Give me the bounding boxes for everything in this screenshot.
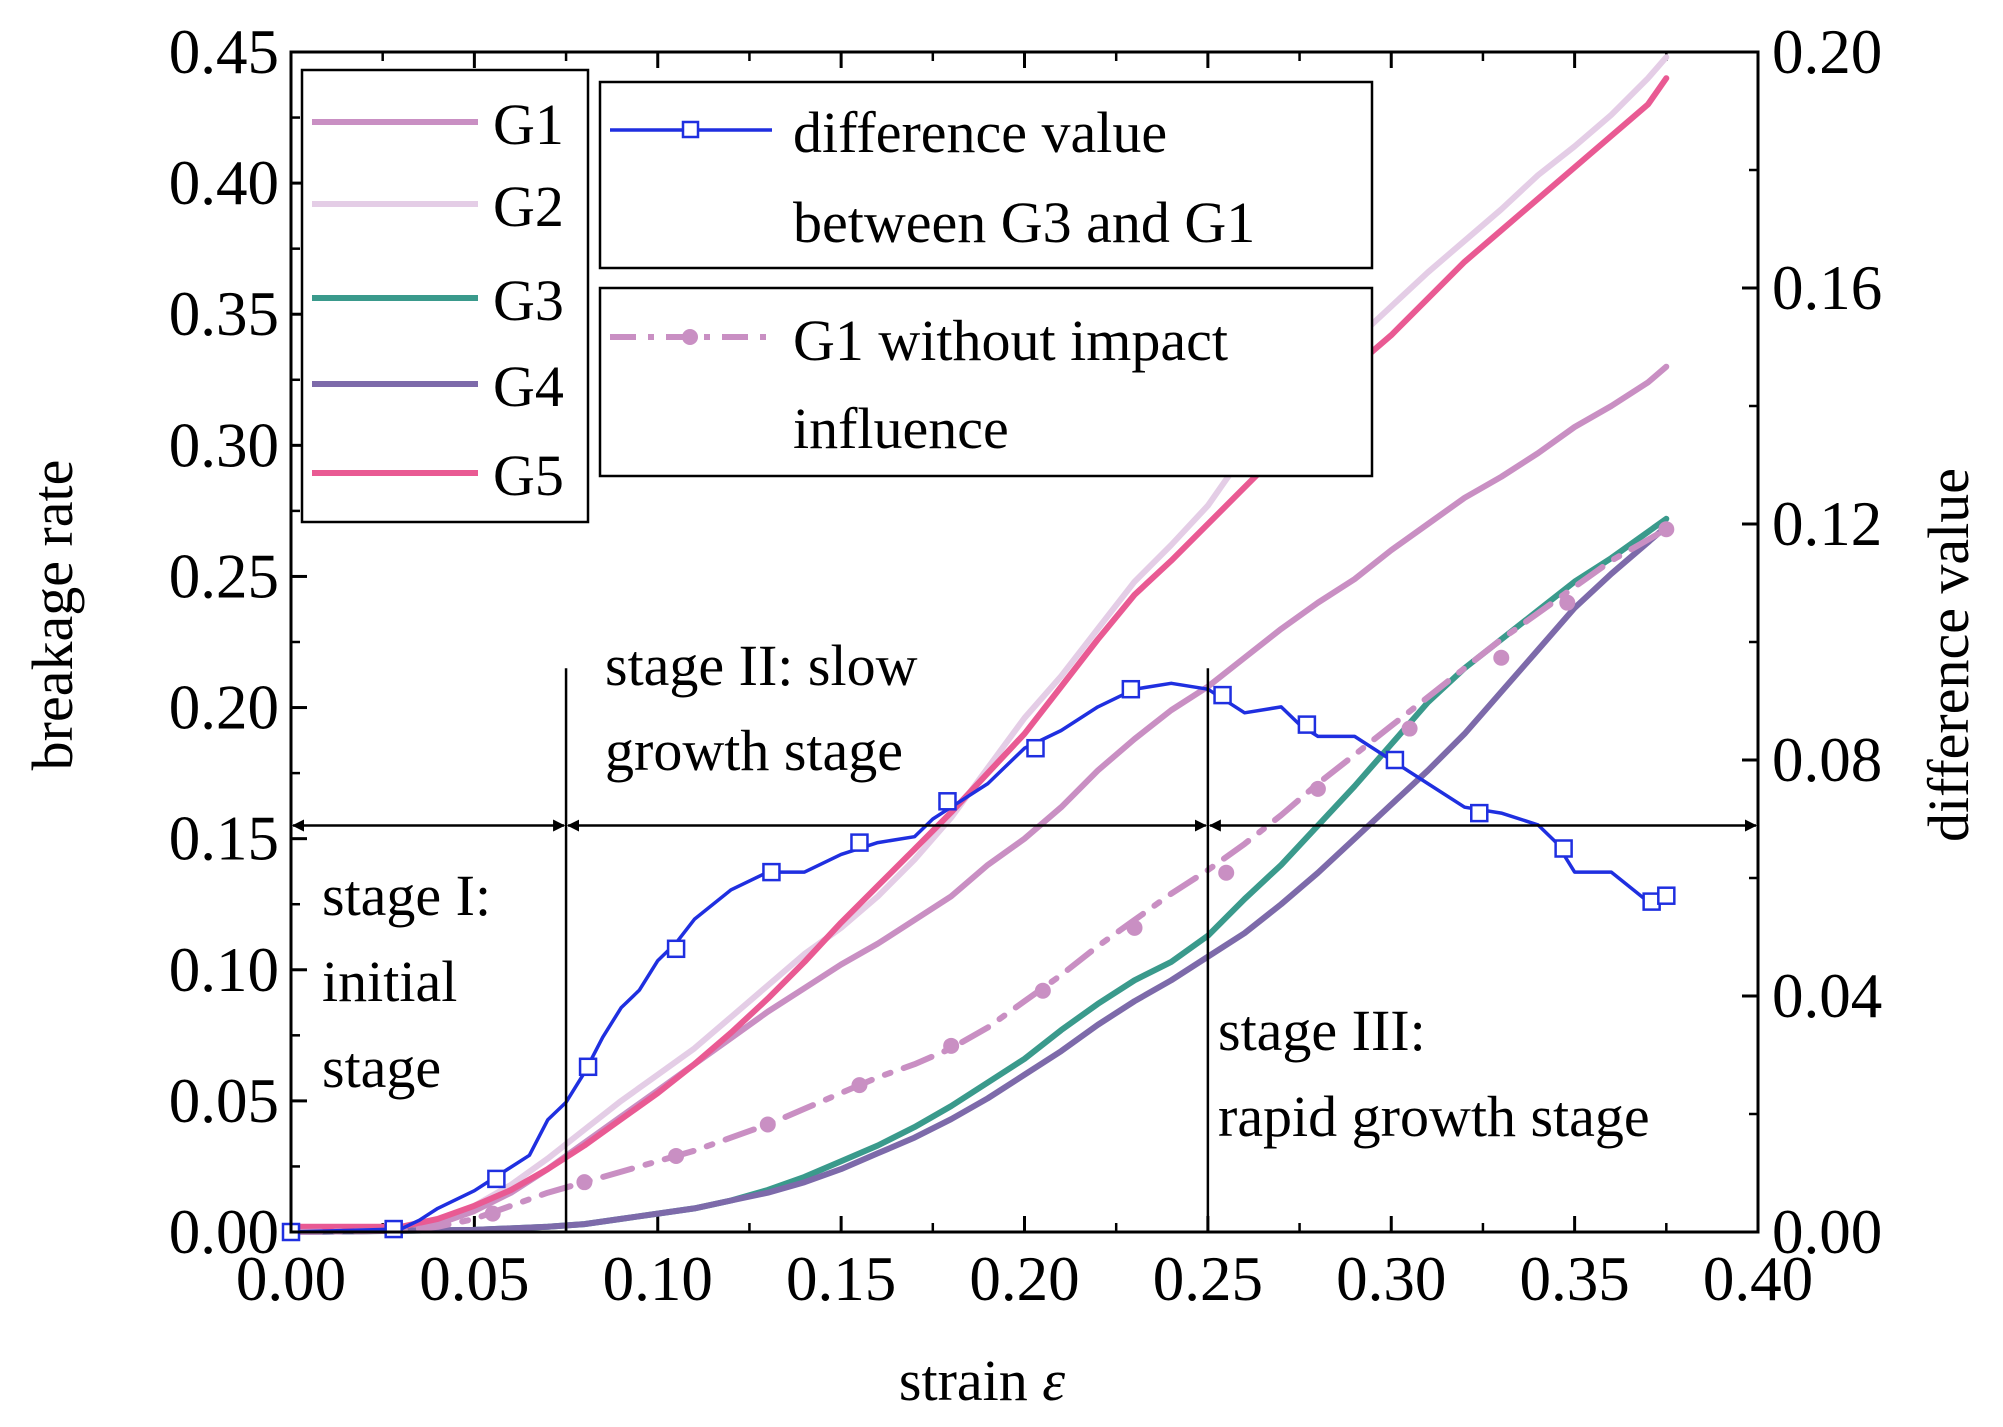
legend-label-g1-without-impact-line2: influence	[793, 396, 1009, 461]
x-tick-label: 0.20	[969, 1244, 1079, 1314]
marker-g1-without-impact-influence	[1559, 594, 1576, 611]
legend-label-difference-line1: difference value	[793, 100, 1167, 165]
legend-label-g1-without-impact-line1: G1 without impact	[793, 308, 1228, 373]
marker-g1-without-impact-influence	[943, 1037, 960, 1054]
marker-g1-without-impact-influence	[1218, 864, 1235, 881]
marker-difference-value-between-g3-and-g1	[487, 1169, 506, 1189]
marker-g1-without-impact-influence	[668, 1147, 685, 1164]
y-right-tick-label: 0.00	[1772, 1197, 1882, 1267]
x-tick-label: 0.30	[1336, 1244, 1446, 1314]
y-left-tick-label: 0.00	[169, 1197, 279, 1267]
epsilon-symbol: ε	[1042, 1348, 1065, 1413]
marker-g1-without-impact-influence	[576, 1174, 593, 1191]
stage1-line3: stage	[322, 1035, 441, 1100]
x-axis-title-text: strain	[899, 1348, 1042, 1413]
stage3-annotation: stage III: rapid growth stage	[1218, 998, 1650, 1149]
marker-difference-value-between-g3-and-g1	[1297, 715, 1317, 734]
legend-label-g1: G1	[493, 92, 564, 157]
marker-g1-without-impact-influence	[851, 1077, 868, 1094]
legend-difference: difference value between G3 and G1	[598, 80, 1374, 270]
legend-marker-g1-without-impact	[682, 329, 698, 345]
y-left-tick-label: 0.05	[169, 1066, 279, 1136]
axis-ticks: 0.00 0.05 0.10 0.15 0.20 0.25 0.30 0.35 0.400.00…	[169, 17, 1883, 1314]
marker-difference-value-between-g3-and-g1	[384, 1219, 403, 1239]
marker-difference-value-between-g3-and-g1	[762, 862, 781, 882]
y-left-axis-title: breakage rate	[20, 460, 85, 771]
series-line-difference-value-between-g3-and-g1	[289, 681, 1669, 1234]
marker-g1-without-impact-influence	[1401, 720, 1418, 737]
x-tick-label: 0.00	[236, 1244, 346, 1314]
series-line-g5	[288, 75, 1670, 1230]
marker-difference-value-between-g3-and-g1	[578, 1057, 598, 1077]
y-right-tick-label: 0.20	[1772, 17, 1882, 87]
y-left-tick-label: 0.15	[169, 804, 279, 874]
plot-frame	[289, 50, 1760, 1234]
y-left-tick-label: 0.45	[169, 17, 279, 87]
marker-g1-without-impact-influence	[759, 1116, 776, 1133]
legend-label-g5: G5	[493, 443, 564, 508]
stage-annotations: stage I: initial stage stage II: slow gr…	[292, 633, 1757, 1232]
y-left-tick-label: 0.20	[169, 673, 279, 743]
x-tick-label: 0.05	[419, 1244, 529, 1314]
legend-marker-difference	[681, 120, 700, 139]
y-right-tick-label: 0.08	[1772, 725, 1882, 795]
y-right-axis-title: difference value	[1916, 468, 1981, 842]
legend-label-g2: G2	[493, 174, 564, 239]
x-tick-label: 0.10	[603, 1244, 713, 1314]
marker-g1-without-impact-influence	[1493, 649, 1510, 666]
marker-difference-value-between-g3-and-g1	[1470, 803, 1489, 823]
marker-difference-value-between-g3-and-g1	[1026, 738, 1045, 758]
y-left-tick-label: 0.35	[169, 279, 279, 349]
marker-g1-without-impact-influence	[484, 1205, 501, 1222]
stage1-annotation: stage I: initial stage	[322, 863, 506, 1100]
stage1-line1: stage I:	[322, 863, 491, 928]
legend-g1-without-impact: G1 without impact influence	[598, 286, 1374, 478]
series-lines	[288, 54, 1670, 1235]
y-right-tick-label: 0.04	[1772, 961, 1882, 1031]
x-tick-label: 0.35	[1520, 1244, 1630, 1314]
y-left-tick-label: 0.40	[169, 148, 279, 218]
marker-difference-value-between-g3-and-g1	[1657, 886, 1676, 905]
stage2-line1: stage II: slow	[605, 633, 918, 698]
legend-label-g4: G4	[493, 354, 564, 419]
legend-difference-box	[598, 80, 1374, 270]
marker-difference-value-between-g3-and-g1	[850, 833, 869, 852]
marker-g1-without-impact-influence	[1658, 521, 1675, 538]
x-axis-title: strain ε	[899, 1348, 1065, 1413]
stage2-line2: growth stage	[605, 718, 903, 783]
marker-difference-value-between-g3-and-g1	[1554, 839, 1573, 858]
legend-label-difference-line2: between G3 and G1	[793, 190, 1255, 255]
marker-difference-value-between-g3-and-g1	[1213, 685, 1232, 705]
legend-series: G1 G2 G3 G4 G5	[300, 68, 590, 524]
series-line-g4	[288, 523, 1670, 1235]
stage1-line2: initial	[322, 949, 457, 1014]
marker-g1-without-impact-influence	[1309, 780, 1326, 797]
stage3-line1: stage III:	[1218, 998, 1426, 1063]
y-left-tick-label: 0.25	[169, 541, 279, 611]
legend-label-difference: difference value between G3 and G1	[793, 100, 1255, 255]
marker-difference-value-between-g3-and-g1	[1385, 750, 1405, 770]
x-tick-label: 0.25	[1153, 1244, 1263, 1314]
x-tick-label: 0.15	[786, 1244, 896, 1314]
marker-difference-value-between-g3-and-g1	[938, 792, 957, 811]
marker-g1-without-impact-influence	[1126, 919, 1143, 936]
marker-difference-value-between-g3-and-g1	[1121, 679, 1141, 699]
marker-g1-without-impact-influence	[1034, 982, 1051, 999]
marker-difference-value-between-g3-and-g1	[666, 939, 686, 959]
y-right-tick-label: 0.12	[1772, 489, 1882, 559]
y-left-tick-label: 0.30	[169, 410, 279, 480]
stage2-annotation: stage II: slow growth stage	[605, 633, 932, 783]
series-markers	[281, 521, 1676, 1242]
y-right-tick-label: 0.16	[1772, 253, 1882, 323]
x-tick-label: 0.40	[1703, 1244, 1813, 1314]
series-line-g2	[288, 54, 1670, 1235]
legend-label-g3: G3	[493, 268, 564, 333]
y-left-tick-label: 0.10	[169, 935, 279, 1005]
stage3-line2: rapid growth stage	[1218, 1084, 1650, 1149]
legend-g1-without-impact-box	[598, 286, 1374, 478]
legend-label-g1-without-impact: G1 without impact influence	[793, 308, 1242, 461]
